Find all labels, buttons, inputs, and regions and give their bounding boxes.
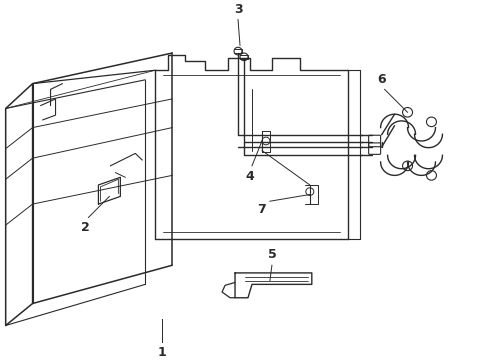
Text: 3: 3 [234,3,243,16]
Text: 2: 2 [81,221,90,234]
Text: 5: 5 [268,248,276,261]
Text: 7: 7 [258,203,267,216]
Text: 6: 6 [377,72,386,86]
Text: 1: 1 [158,346,167,359]
Text: 4: 4 [245,170,254,183]
